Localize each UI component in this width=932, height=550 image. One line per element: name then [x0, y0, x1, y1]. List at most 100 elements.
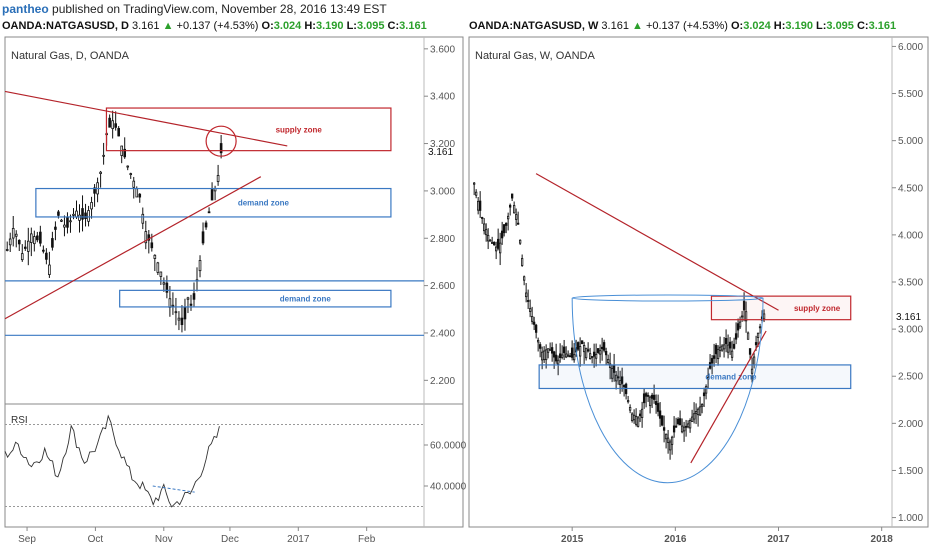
weekly-axes: 1.0001.5002.0002.5003.0003.5004.0004.500… — [561, 42, 923, 545]
candle-body — [641, 409, 643, 417]
y-tick-label: 5.000 — [898, 136, 923, 147]
candle-body — [55, 227, 57, 229]
candle-body — [217, 175, 219, 181]
candle-body — [127, 166, 129, 167]
candle-body — [529, 309, 531, 312]
candle-body — [727, 345, 729, 352]
candle-body — [729, 342, 731, 348]
candle-body — [587, 350, 589, 351]
y-tick-label: 3.000 — [430, 186, 455, 197]
candle-body — [647, 395, 649, 396]
candle-body — [649, 397, 651, 405]
candle-body — [653, 395, 655, 399]
candle-body — [657, 403, 659, 411]
rsi-line — [5, 416, 219, 507]
candle-body — [533, 322, 535, 324]
candle-body — [190, 304, 192, 305]
candle-body — [193, 294, 195, 300]
x-tick-label: Feb — [358, 534, 376, 545]
supply-zone-label: supply zone — [794, 304, 841, 313]
candle-body — [683, 427, 685, 431]
candle-body — [735, 334, 737, 339]
candle-body — [545, 350, 547, 360]
x-tick-label: Oct — [88, 534, 104, 545]
candle-body — [9, 239, 11, 245]
rsi-tick-label: 60.0000 — [430, 441, 467, 452]
candle-body — [659, 411, 661, 418]
candle-body — [497, 239, 499, 248]
candle-body — [499, 243, 501, 253]
candle-body — [607, 359, 609, 362]
candle-body — [70, 221, 72, 222]
candle-body — [527, 300, 529, 301]
candle-body — [691, 417, 693, 421]
candle-body — [655, 401, 657, 404]
x-tick-label: 2017 — [287, 534, 310, 545]
candle-body — [595, 354, 597, 358]
candle-body — [76, 211, 78, 217]
candle-body — [109, 118, 111, 127]
candle-body — [755, 342, 757, 344]
candle-body — [651, 395, 653, 398]
candle-body — [557, 360, 559, 364]
supply-zone-box — [106, 108, 390, 151]
candle-body — [591, 356, 593, 357]
candle-body — [749, 349, 751, 355]
y-tick-label: 3.500 — [898, 278, 923, 289]
demand-zone-box — [539, 365, 851, 389]
candle-body — [759, 327, 761, 328]
candle-body — [477, 201, 479, 210]
candle-body — [139, 194, 141, 197]
candle-body — [703, 393, 705, 396]
candle-body — [571, 348, 573, 357]
candle-body — [631, 414, 633, 421]
candle-body — [82, 209, 84, 220]
candle-body — [507, 216, 509, 219]
candle-body — [172, 305, 174, 306]
candle-body — [12, 228, 14, 238]
x-tick-label: 2018 — [871, 534, 894, 545]
candle-body — [713, 356, 715, 359]
candle-body — [733, 344, 735, 348]
weekly-last-price-label: 3.161 — [896, 312, 921, 323]
candle-body — [711, 358, 713, 363]
x-tick-label: Nov — [155, 534, 173, 545]
candle-body — [169, 299, 171, 308]
candle-body — [559, 354, 561, 358]
candle-body — [539, 345, 541, 349]
daily-axes: 2.2002.4002.6002.8003.0003.2003.4003.600… — [18, 44, 455, 545]
y-tick-label: 4.000 — [898, 230, 923, 241]
candle-body — [523, 277, 525, 280]
candle-body — [136, 189, 138, 197]
candle-body — [643, 394, 645, 403]
candle-body — [739, 322, 741, 327]
candle-body — [531, 316, 533, 321]
candle-body — [67, 217, 69, 227]
candle-body — [581, 341, 583, 344]
candle-body — [583, 345, 585, 351]
candle-body — [42, 250, 44, 251]
candle-body — [157, 263, 159, 272]
y-tick-label: 1.500 — [898, 466, 923, 477]
candle-body — [541, 352, 543, 360]
candle-body — [669, 442, 671, 450]
candle-body — [133, 181, 135, 187]
y-tick-label: 3.600 — [430, 44, 455, 55]
daily-candles — [6, 111, 222, 333]
candle-body — [202, 232, 204, 243]
candle-body — [549, 349, 551, 350]
candle-body — [91, 202, 93, 208]
demand-zone-label: demand zone — [280, 295, 332, 304]
y-tick-label: 2.800 — [430, 234, 455, 245]
daily-chart-pane[interactable]: Natural Gas, D, OANDA RSI supply zone dem… — [5, 37, 467, 545]
weekly-chart-pane[interactable]: Natural Gas, W, OANDA supply zone demand … — [469, 37, 928, 545]
candle-body — [33, 237, 35, 244]
candle-body — [723, 345, 725, 349]
candle-body — [757, 333, 759, 337]
candle-body — [689, 420, 691, 427]
y-tick-label: 2.400 — [430, 328, 455, 339]
candle-body — [51, 238, 53, 247]
candle-body — [593, 352, 595, 356]
x-tick-label: 2017 — [767, 534, 790, 545]
